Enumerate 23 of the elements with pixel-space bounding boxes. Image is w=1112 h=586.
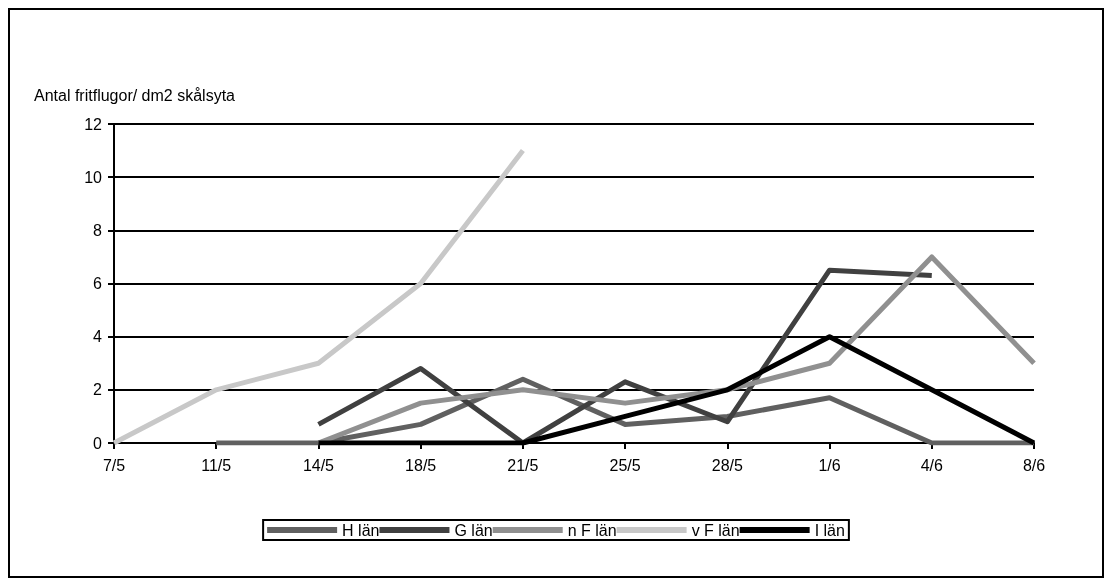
x-tick-label: 28/5: [711, 456, 744, 474]
x-tick-label: 7/5: [102, 456, 126, 474]
x-tick-label: 8/6: [1022, 456, 1046, 474]
y-tick-label: 8: [93, 221, 103, 239]
legend-label: H län: [342, 521, 380, 539]
x-tick-label: 14/5: [302, 456, 335, 474]
y-tick-label: 0: [93, 434, 103, 452]
x-tick-label: 21/5: [507, 456, 539, 474]
legend-label: v F län: [691, 521, 740, 539]
x-tick-label: 18/5: [405, 456, 437, 474]
legend-label: n F län: [567, 521, 617, 539]
y-tick-label: 2: [93, 381, 103, 399]
y-tick-label: 12: [84, 115, 103, 133]
y-tick-label: 6: [93, 275, 103, 292]
y-axis-title: Antal fritflugor/ dm2 skålsyta: [34, 86, 236, 104]
y-tick-label: 10: [84, 168, 103, 186]
x-tick-label: 11/5: [201, 456, 232, 474]
x-tick-label: 1/6: [818, 456, 841, 474]
legend-label: G län: [454, 521, 493, 539]
x-tick-label: 25/5: [609, 456, 641, 474]
x-tick-label: 4/6: [920, 456, 943, 474]
legend-label: I län: [814, 521, 845, 539]
y-tick-label: 4: [93, 328, 103, 346]
